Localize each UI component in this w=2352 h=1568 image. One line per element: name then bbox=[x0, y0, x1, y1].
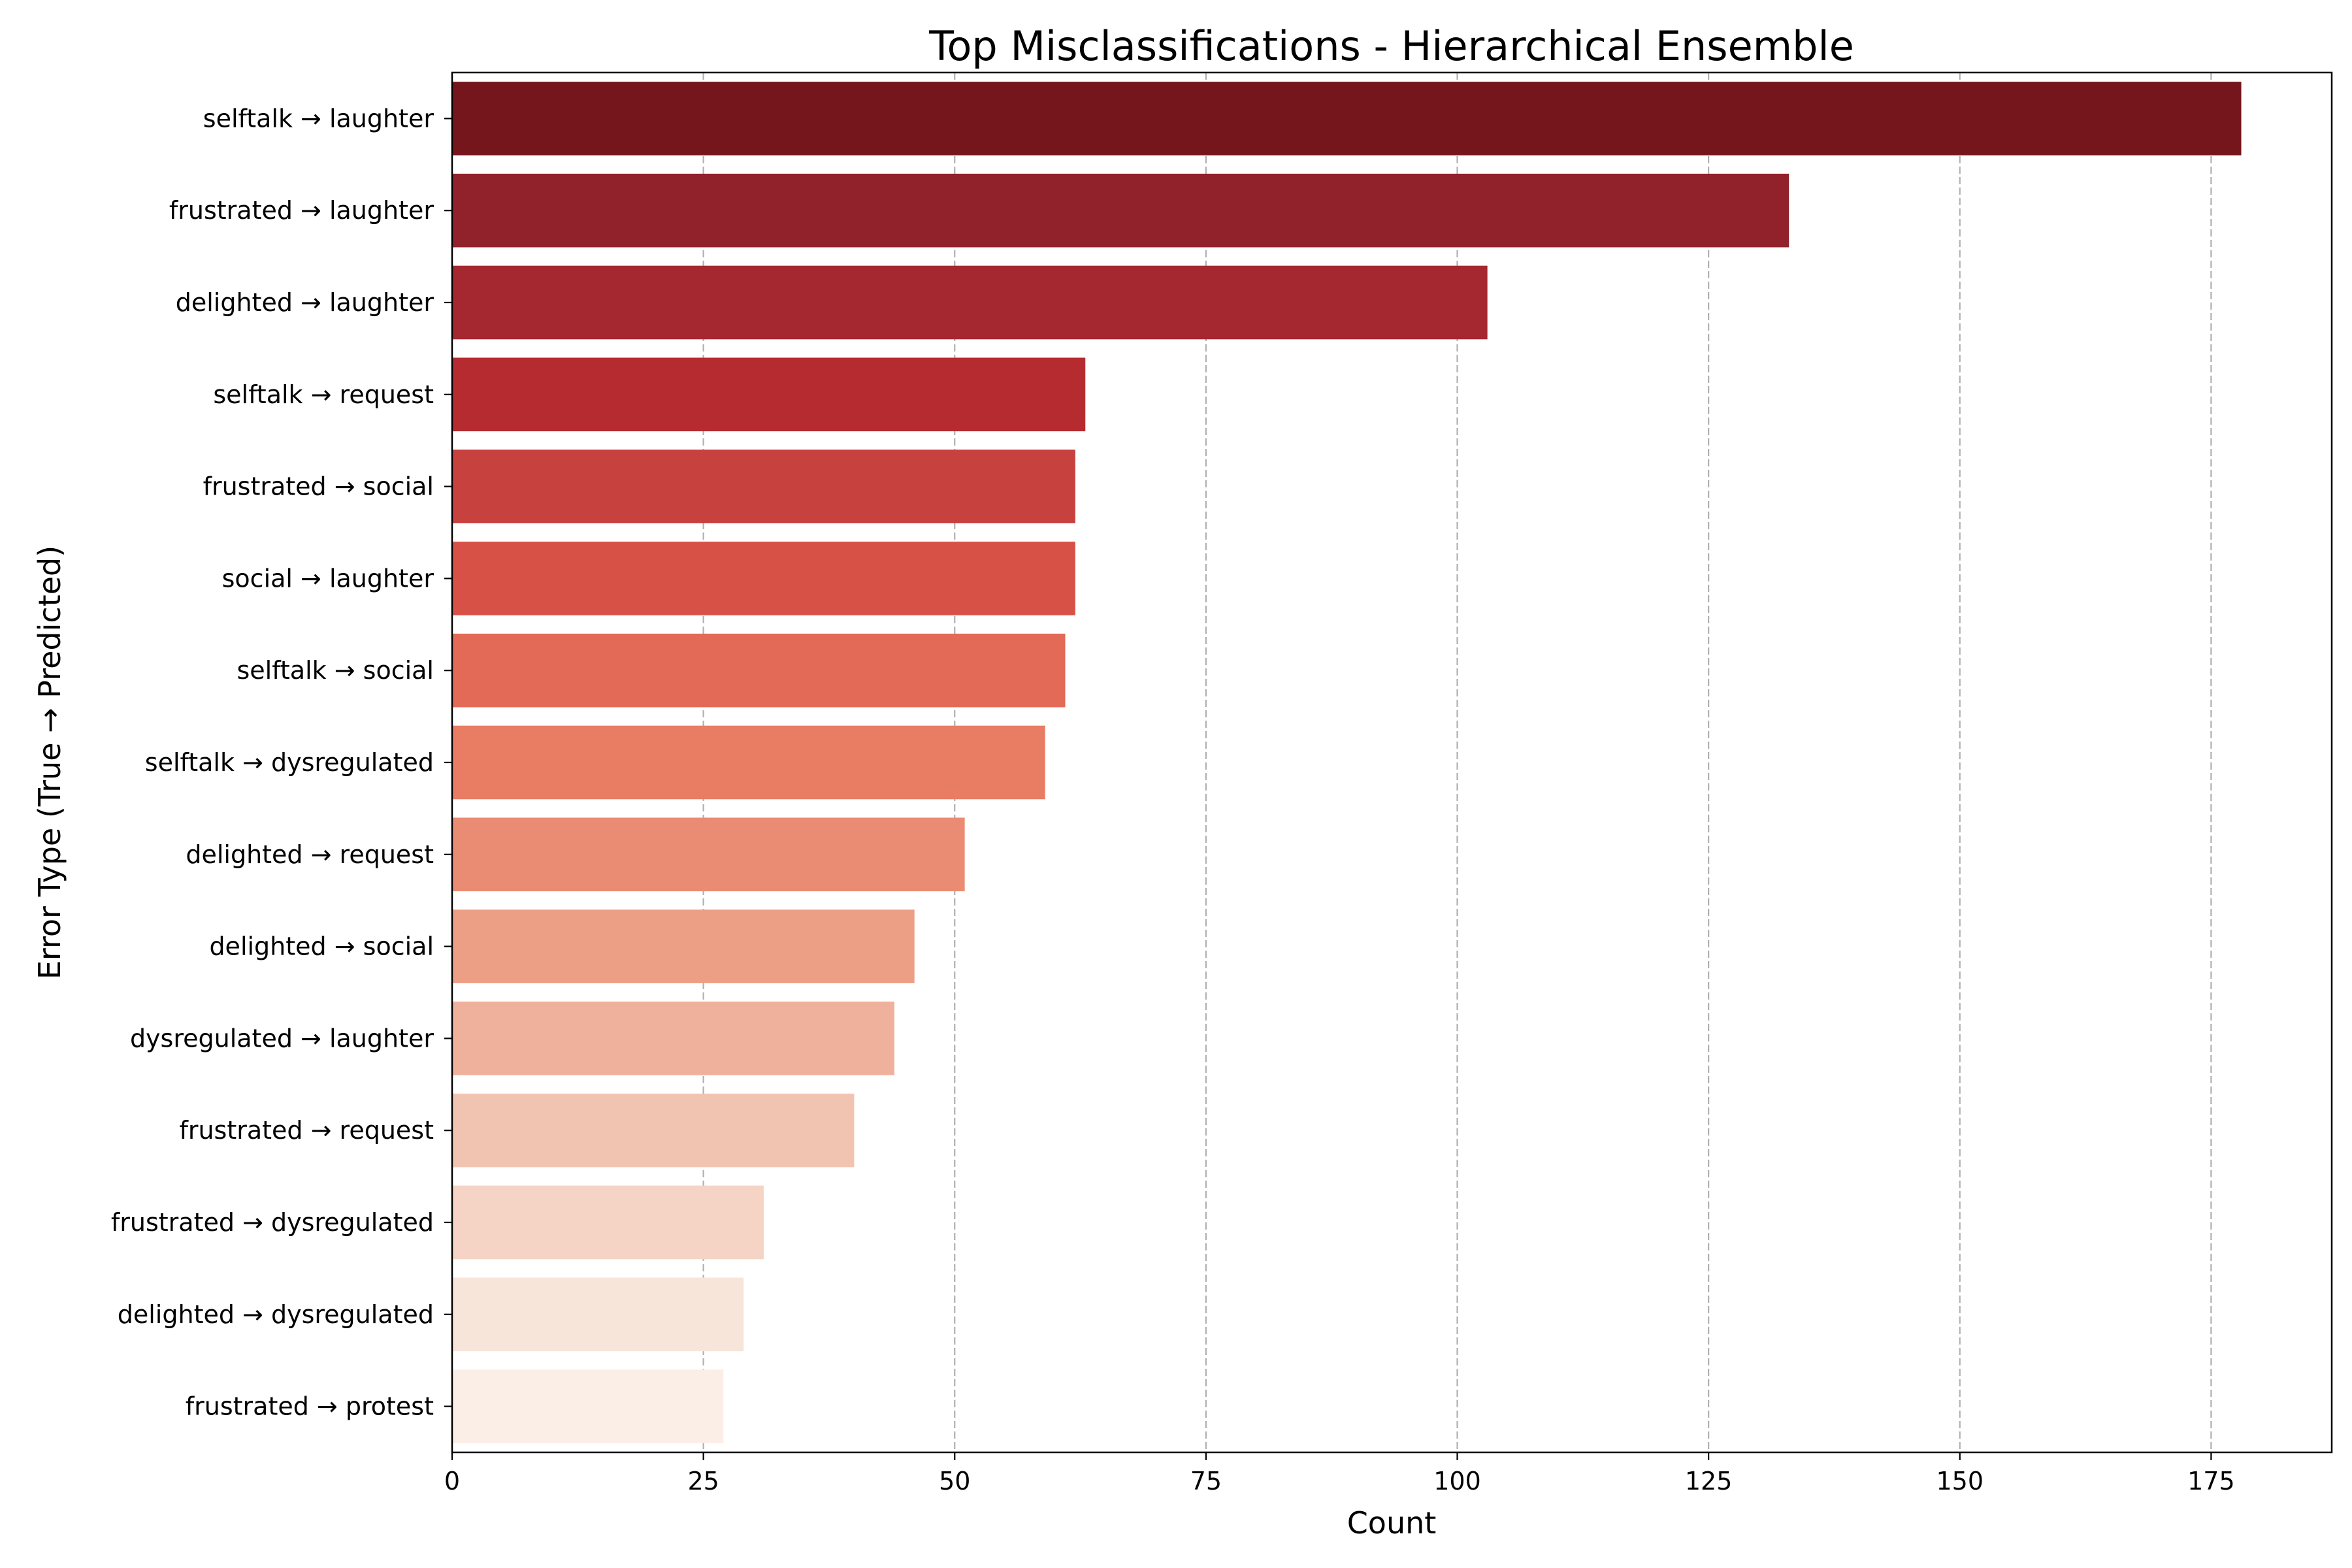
bar-2 bbox=[452, 265, 1488, 340]
bar-5 bbox=[452, 542, 1075, 615]
x-tick-label-7: 175 bbox=[2187, 1467, 2235, 1495]
y-tick-label-8: delighted → request bbox=[186, 840, 434, 869]
x-tick-label-6: 150 bbox=[1936, 1467, 1984, 1495]
y-tick-label-3: selftalk → request bbox=[213, 380, 434, 409]
y-tick-label-9: delighted → social bbox=[209, 932, 434, 961]
bars bbox=[452, 82, 2242, 1443]
y-tick-label-14: frustrated → protest bbox=[186, 1392, 434, 1421]
x-tick-label-3: 75 bbox=[1190, 1467, 1222, 1495]
bar-7 bbox=[452, 725, 1045, 800]
bar-9 bbox=[452, 909, 915, 983]
x-tick-label-5: 125 bbox=[1685, 1467, 1733, 1495]
bar-8 bbox=[452, 817, 965, 892]
y-tick-label-10: dysregulated → laughter bbox=[130, 1024, 434, 1053]
bar-11 bbox=[452, 1093, 855, 1168]
bar-13 bbox=[452, 1277, 744, 1352]
y-tick-label-12: frustrated → dysregulated bbox=[111, 1208, 434, 1237]
x-tick-label-2: 50 bbox=[939, 1467, 970, 1495]
x-axis-label: Count bbox=[1347, 1505, 1437, 1541]
y-axis-ticks: selftalk → laughter frustrated → laughter… bbox=[111, 104, 452, 1421]
bar-10 bbox=[452, 1002, 894, 1075]
y-tick-label-1: frustrated → laughter bbox=[169, 196, 434, 225]
bar-12 bbox=[452, 1185, 764, 1260]
bar-6 bbox=[452, 633, 1066, 708]
x-tick-label-4: 100 bbox=[1433, 1467, 1481, 1495]
y-tick-label-6: selftalk → social bbox=[237, 656, 434, 685]
y-tick-label-5: social → laughter bbox=[222, 564, 434, 593]
chart-title: Top Misclassifications - Hierarchical En… bbox=[928, 22, 1854, 70]
y-tick-label-11: frustrated → request bbox=[179, 1116, 434, 1145]
x-tick-label-1: 25 bbox=[687, 1467, 719, 1495]
bar-4 bbox=[452, 449, 1075, 523]
y-tick-label-7: selftalk → dysregulated bbox=[145, 748, 434, 777]
y-tick-label-13: delighted → dysregulated bbox=[118, 1300, 434, 1329]
y-tick-label-2: delighted → laughter bbox=[176, 288, 434, 317]
y-axis-label: Error Type (True → Predicted) bbox=[32, 546, 67, 979]
bar-0 bbox=[452, 82, 2242, 155]
y-tick-label-0: selftalk → laughter bbox=[203, 104, 434, 133]
bar-14 bbox=[452, 1369, 724, 1443]
x-axis-ticks: 0 25 50 75 100 125 150 175 bbox=[444, 1452, 2235, 1495]
x-tick-label-0: 0 bbox=[444, 1467, 460, 1495]
bar-1 bbox=[452, 173, 1789, 248]
bar-3 bbox=[452, 357, 1086, 432]
y-tick-label-4: frustrated → social bbox=[203, 472, 434, 501]
